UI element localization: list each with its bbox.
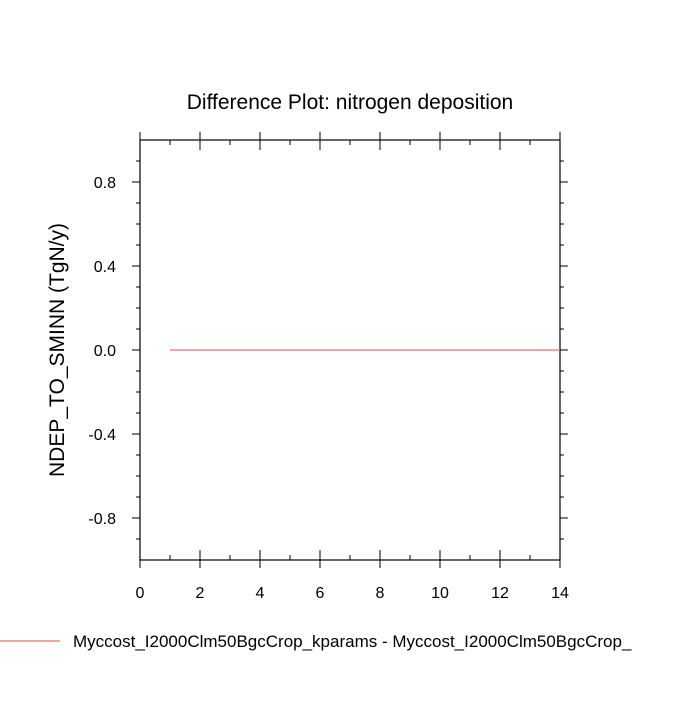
y-tick-label: 0.0 [94,343,116,360]
x-tick-label: 8 [376,585,385,602]
x-tick-label: 14 [551,585,569,602]
x-tick-label: 0 [136,585,145,602]
legend: Myccost_I2000Clm50BgcCrop_kparams - Mycc… [0,632,632,651]
x-tick-label: 10 [431,585,449,602]
x-tick-label: 6 [316,585,325,602]
x-tick-label: 2 [196,585,205,602]
y-tick-label: 0.8 [94,175,116,192]
y-tick-label: -0.8 [88,511,116,528]
chart-title: Difference Plot: nitrogen deposition [187,91,513,114]
legend-label: Myccost_I2000Clm50BgcCrop_kparams - Mycc… [73,632,632,651]
plot-area: 0 2 4 6 8 10 12 14 0.8 0.4 0.0 -0.4 -0.8 [88,132,569,602]
y-axis-label: NDEP_TO_SMINN (TgN/y) [46,223,69,477]
y-tick-label: 0.4 [94,259,116,276]
y-tick-label: -0.4 [88,427,116,444]
x-tick-label: 4 [256,585,265,602]
x-tick-label: 12 [491,585,509,602]
